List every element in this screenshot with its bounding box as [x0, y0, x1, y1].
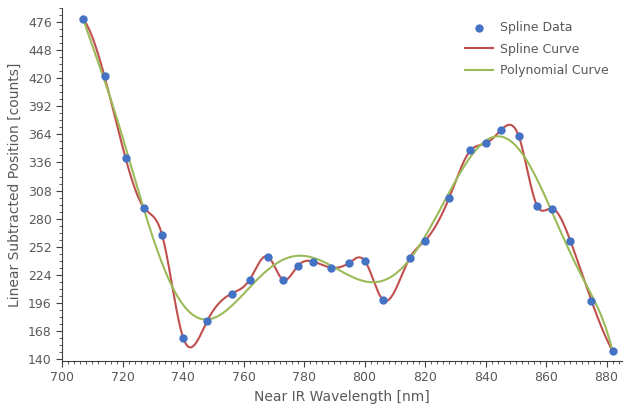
Spline Data — [514, 133, 524, 140]
Spline Data — [293, 262, 303, 269]
Spline Curve — [79, 17, 87, 22]
Spline Data — [405, 254, 415, 261]
Spline Data — [278, 276, 288, 283]
Spline Data — [481, 140, 491, 147]
Spline Data — [157, 231, 167, 238]
Spline Curve — [337, 265, 345, 269]
Polynomial Curve — [593, 304, 601, 309]
Spline Data — [78, 16, 88, 23]
Legend: Spline Data, Spline Curve, Polynomial Curve: Spline Data, Spline Curve, Polynomial Cu… — [459, 14, 616, 84]
Spline Data — [121, 155, 131, 162]
Spline Data — [444, 194, 454, 201]
Spline Data — [100, 73, 110, 80]
Spline Data — [378, 296, 388, 303]
Spline Data — [345, 259, 355, 266]
Spline Data — [496, 127, 506, 134]
X-axis label: Near IR Wavelength [nm]: Near IR Wavelength [nm] — [254, 390, 430, 404]
Polynomial Curve — [609, 349, 616, 354]
Polynomial Curve — [337, 269, 345, 274]
Spline Curve — [593, 314, 601, 319]
Polynomial Curve — [323, 261, 331, 266]
Spline Curve — [609, 348, 616, 353]
Spline Curve — [323, 264, 331, 269]
Line: Spline Curve: Spline Curve — [83, 19, 612, 351]
Y-axis label: Linear Subtracted Position [counts]: Linear Subtracted Position [counts] — [8, 62, 22, 307]
Polynomial Curve — [593, 304, 601, 309]
Spline Data — [547, 205, 557, 212]
Spline Data — [420, 237, 430, 244]
Line: Polynomial Curve: Polynomial Curve — [83, 19, 612, 351]
Spline Data — [466, 147, 476, 154]
Spline Curve — [496, 129, 504, 133]
Spline Data — [227, 290, 237, 297]
Spline Data — [532, 202, 542, 209]
Polynomial Curve — [79, 16, 87, 21]
Spline Data — [139, 204, 149, 211]
Spline Data — [360, 258, 370, 264]
Spline Curve — [106, 96, 114, 101]
Spline Data — [202, 317, 212, 324]
Spline Data — [178, 335, 188, 341]
Spline Data — [565, 237, 575, 244]
Spline Curve — [593, 313, 601, 318]
Polynomial Curve — [496, 134, 504, 139]
Spline Data — [587, 297, 597, 304]
Spline Data — [244, 276, 255, 283]
Polynomial Curve — [106, 96, 114, 101]
Spline Data — [308, 258, 318, 265]
Spline Data — [263, 253, 273, 260]
Spline Data — [607, 347, 617, 354]
Spline Data — [326, 265, 336, 271]
